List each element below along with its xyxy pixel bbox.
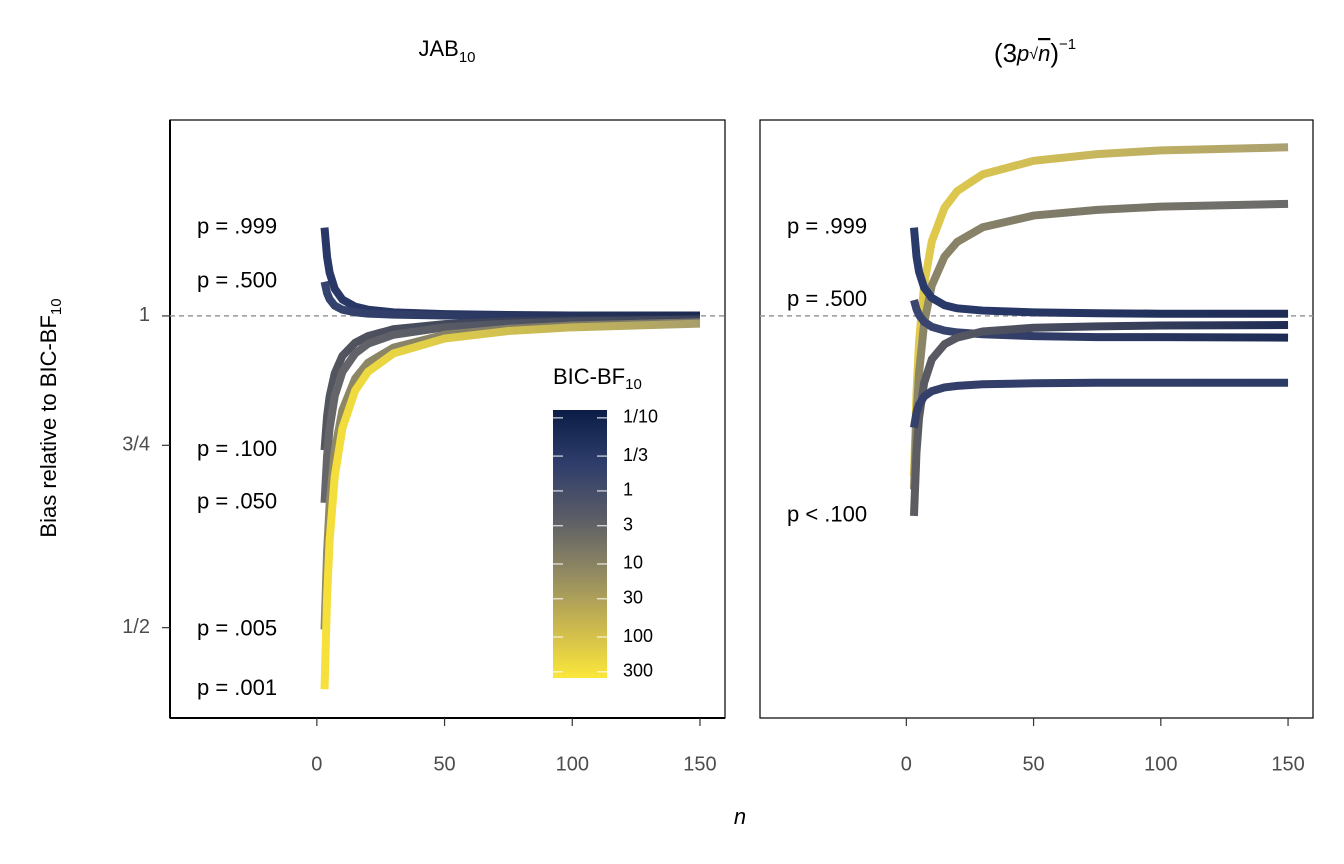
panel-title: JAB10 <box>418 36 475 66</box>
x-tick-label: 150 <box>1271 753 1304 775</box>
title-part: ) <box>1050 38 1059 68</box>
curve-label: p = .100 <box>197 436 277 461</box>
colorbar-tick-label: 30 <box>623 588 643 608</box>
colorbar-title-subscript: 10 <box>625 376 642 393</box>
title-part: √ <box>1029 46 1038 63</box>
curve <box>909 321 1289 517</box>
panel-title: (3p√n)−1 <box>994 36 1076 68</box>
colorbar-title: BIC-BF10 <box>553 364 642 393</box>
curve <box>910 298 1289 342</box>
x-axis-label: n <box>734 804 746 829</box>
curve-label: p = .999 <box>787 213 867 238</box>
y-label-subscript: 10 <box>48 298 65 315</box>
y-tick-label: 1 <box>139 304 150 326</box>
title-part: p <box>1016 41 1029 66</box>
x-tick-label: 50 <box>433 753 455 775</box>
curve <box>909 227 1289 318</box>
title-text: JAB <box>418 36 458 61</box>
title-part: n <box>1038 41 1050 66</box>
title-subscript: 10 <box>459 49 476 66</box>
x-tick-label: 100 <box>1144 753 1177 775</box>
x-tick-label: 0 <box>311 753 322 775</box>
y-label-text: Bias relative to BIC-BF <box>36 315 61 538</box>
colorbar-tick-label: 1/10 <box>623 407 658 427</box>
curve <box>909 199 1289 490</box>
curve-label: p = .500 <box>787 286 867 311</box>
title-part: (3 <box>994 38 1017 68</box>
colorbar-title-text: BIC-BF <box>553 364 625 389</box>
x-tick-label: 50 <box>1022 753 1044 775</box>
colorbar-tick-label: 1 <box>623 480 633 500</box>
curve-label: p = .999 <box>197 213 277 238</box>
plot-frame <box>759 119 1314 719</box>
curve <box>320 315 701 504</box>
colorbar-tick-label: 10 <box>623 553 643 573</box>
curve <box>320 318 701 630</box>
curve <box>320 319 701 690</box>
colorbar <box>553 410 607 678</box>
colorbar-tick-label: 1/3 <box>623 445 648 465</box>
y-axis-label: Bias relative to BIC-BF10 <box>36 298 65 537</box>
curve-label: p < .100 <box>787 502 867 527</box>
x-tick-label: 0 <box>901 753 912 775</box>
colorbar-tick-label: 100 <box>623 626 653 646</box>
curve <box>910 378 1289 429</box>
y-tick-label: 3/4 <box>122 434 150 456</box>
y-tick-label: 1/2 <box>122 616 150 638</box>
colorbar-tick-label: 300 <box>623 661 653 681</box>
curve-label: p = .005 <box>197 615 277 640</box>
colorbar-tick-label: 3 <box>623 515 633 535</box>
x-tick-label: 100 <box>556 753 589 775</box>
x-tick-label: 150 <box>683 753 716 775</box>
curve <box>320 280 700 320</box>
curve <box>320 227 700 320</box>
curve-label: p = .001 <box>197 675 277 700</box>
curve-label: p = .050 <box>197 489 277 514</box>
title-part: −1 <box>1059 36 1076 53</box>
curve-label: p = .500 <box>197 268 277 293</box>
